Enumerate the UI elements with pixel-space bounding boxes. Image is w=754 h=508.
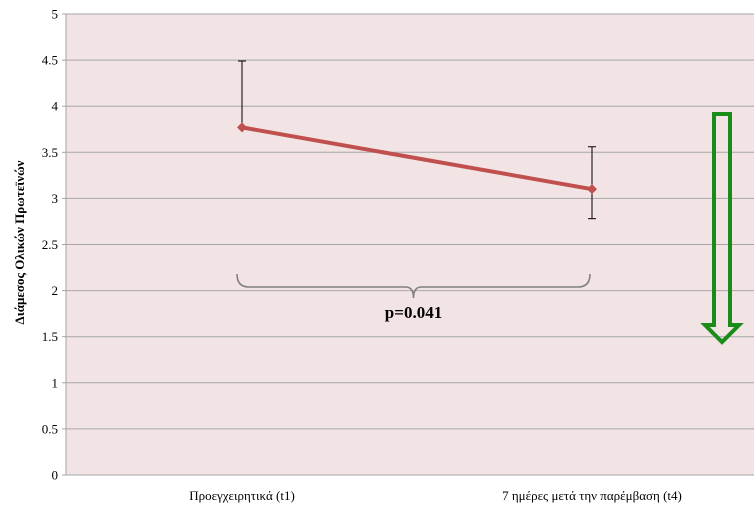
y-tick-label: 3 bbox=[52, 191, 59, 206]
y-tick-labels: 0 0.5 1 1.5 2 2.5 3 3.5 4 4.5 5 bbox=[42, 7, 59, 483]
y-tick-label: 2.5 bbox=[42, 237, 58, 252]
y-tick-label: 5 bbox=[52, 7, 59, 22]
y-tick-label: 4.5 bbox=[42, 53, 58, 68]
data-point bbox=[237, 122, 247, 133]
y-tick-label: 0.5 bbox=[42, 421, 58, 436]
p-value-annotation: p=0.041 bbox=[385, 303, 442, 322]
y-axis-label: Διάμεσος Ολικών Πρωτεϊνών bbox=[12, 160, 27, 324]
series-line bbox=[240, 125, 594, 192]
x-tick-label: 7 ημέρες μετά την παρέμβαση (t4) bbox=[502, 488, 682, 503]
axes bbox=[62, 13, 754, 476]
x-tick-label: Προεγχειρητικά (t1) bbox=[189, 488, 295, 503]
y-tick-label: 2 bbox=[52, 283, 59, 298]
significance-bracket bbox=[236, 273, 591, 299]
y-tick-label: 1.5 bbox=[42, 329, 58, 344]
y-tick-label: 0 bbox=[52, 468, 59, 483]
y-tick-label: 1 bbox=[52, 375, 59, 390]
series bbox=[237, 122, 597, 195]
y-tick-label: 3.5 bbox=[42, 145, 58, 160]
x-tick-labels: Προεγχειρητικά (t1) 7 ημέρες μετά την παρ… bbox=[189, 488, 682, 503]
data-point bbox=[587, 184, 597, 195]
y-tick-label: 4 bbox=[52, 99, 59, 114]
gridlines bbox=[66, 13, 754, 430]
down-arrow-icon bbox=[700, 112, 744, 345]
